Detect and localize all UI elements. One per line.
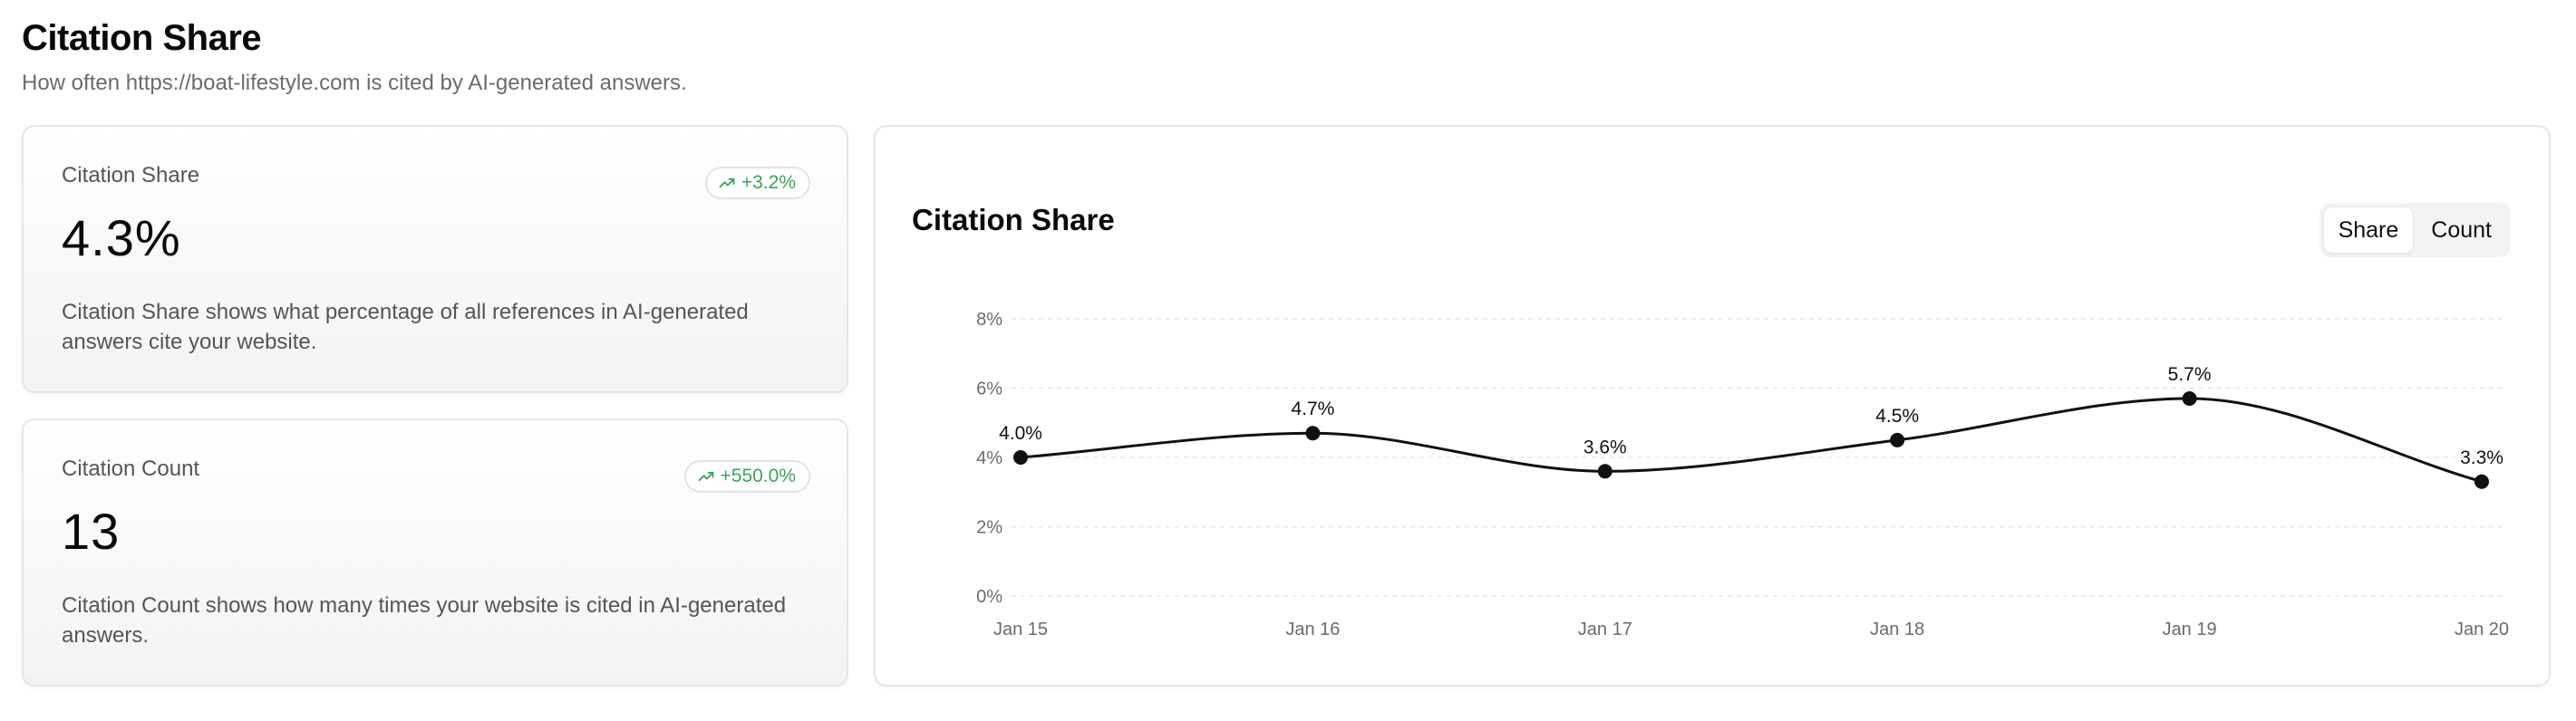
trending-up-icon: [698, 471, 713, 482]
data-label: 5.7%: [2168, 364, 2212, 385]
x-tick-label: Jan 18: [1870, 620, 1924, 639]
y-tick-label: 8%: [976, 310, 1002, 330]
page-title: Citation Share: [22, 18, 262, 58]
citation-share-value: 4.3%: [62, 209, 181, 266]
data-point: [1305, 426, 1321, 441]
citation-count-value: 13: [62, 503, 121, 560]
citation-share-description: Citation Share shows what percentage of …: [62, 300, 749, 354]
data-point: [1890, 432, 1905, 447]
toggle-count-button[interactable]: Count: [2431, 216, 2492, 243]
data-point: [2182, 390, 2197, 406]
citation-share-delta-badge: +3.2%: [704, 167, 810, 199]
citation-count-description: Citation Count shows how many times your…: [62, 593, 787, 648]
chart-title: Citation Share: [912, 203, 1115, 236]
citation-chart-card: 0% 2% 4% 6% 8% Jan 15 Jan 16 Jan 17 Jan 18 Jan 19…: [874, 125, 2551, 687]
data-label: 4.0%: [999, 423, 1042, 444]
citation-share-line-chart: 0% 2% 4% 6% 8% Jan 15 Jan 16 Jan 17 Jan 18 Jan 19…: [976, 310, 2509, 639]
x-tick-label: Jan 16: [1285, 620, 1340, 639]
citation-count-label: Citation Count: [62, 457, 200, 481]
data-point: [2474, 474, 2489, 489]
metric-toggle: Share Count: [2319, 203, 2511, 257]
trending-up-icon: [719, 178, 735, 188]
data-point: [1597, 464, 1612, 479]
data-label: 3.3%: [2460, 447, 2503, 468]
x-tick-label: Jan 20: [2455, 620, 2509, 639]
citation-count-delta-badge: +550.0%: [683, 460, 810, 493]
x-tick-label: Jan 19: [2163, 620, 2217, 639]
y-tick-label: 6%: [976, 380, 1002, 399]
data-label: 3.6%: [1583, 437, 1627, 457]
series-line: [1020, 397, 2483, 484]
toggle-share-button[interactable]: Share: [2323, 207, 2414, 253]
y-tick-label: 4%: [976, 448, 1002, 468]
data-point: [1013, 450, 1028, 465]
citation-share-delta-value: +3.2%: [741, 172, 796, 193]
citation-count-delta-value: +550.0%: [720, 466, 797, 486]
data-label: 4.7%: [1291, 399, 1334, 419]
x-tick-label: Jan 15: [993, 620, 1048, 639]
data-label: 4.5%: [1875, 406, 1919, 427]
y-tick-label: 2%: [976, 518, 1002, 538]
citation-count-card: Citation Count +550.0% 13 Citation Count…: [22, 418, 848, 687]
y-tick-label: 0%: [976, 587, 1002, 607]
citation-share-card: Citation Share +3.2% 4.3% Citation Share…: [22, 125, 848, 393]
citation-share-label: Citation Share: [62, 163, 200, 187]
x-tick-label: Jan 17: [1578, 620, 1632, 639]
page-subtitle: How often https://boat-lifestyle.com is …: [22, 71, 687, 95]
